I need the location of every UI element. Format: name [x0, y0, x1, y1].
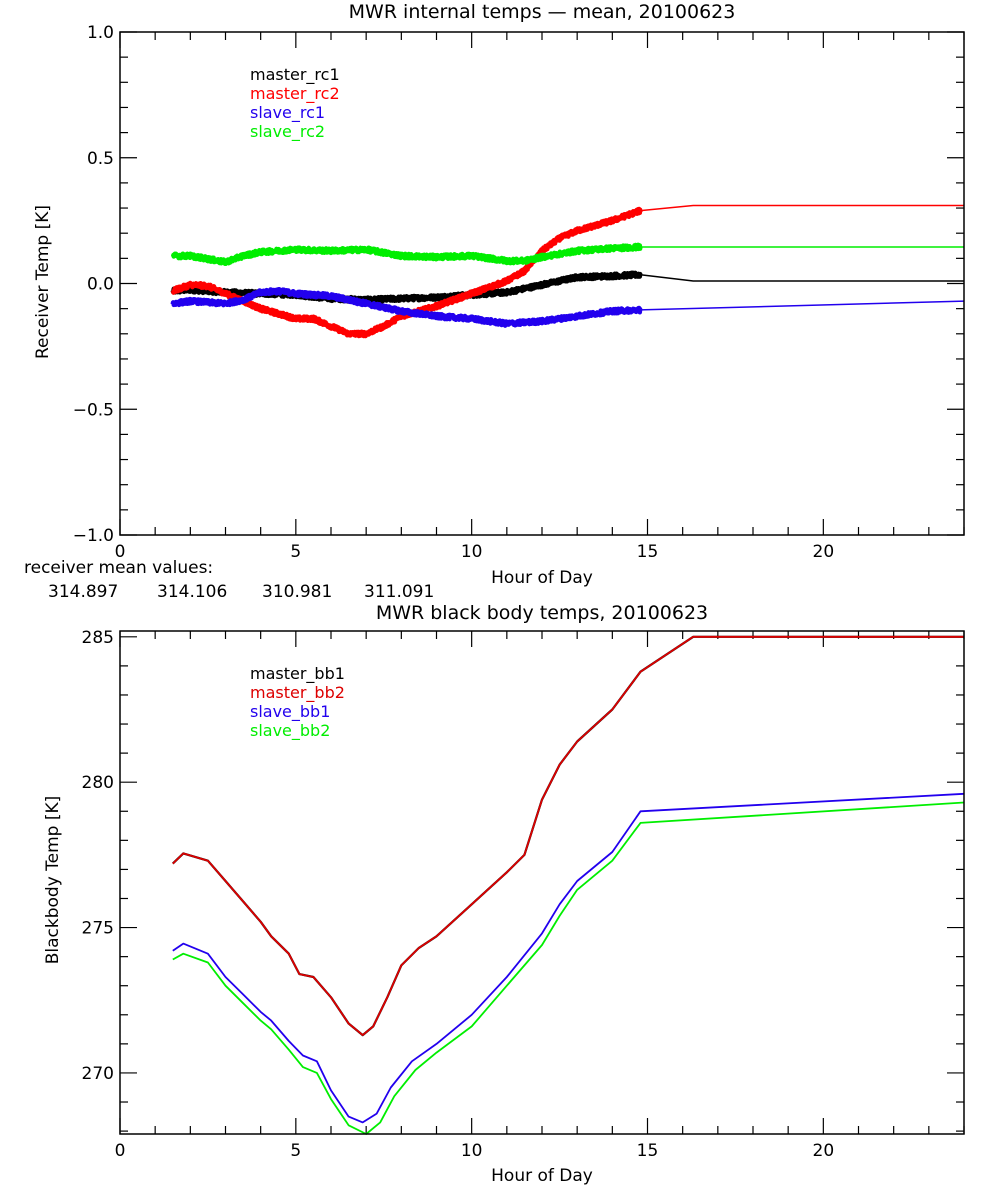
mean-value: 314.897 — [48, 582, 118, 602]
blackbody-temps-chart: MWR black body temps, 20100623 0 5 10 15 20 … — [43, 602, 965, 1186]
x-tick-label: 5 — [290, 1141, 301, 1161]
y-tick-label: −0.5 — [73, 400, 114, 420]
y-tick-label: 0.0 — [87, 275, 114, 295]
x-axis-label: Hour of Day — [491, 568, 593, 588]
x-tick-label: 10 — [461, 1141, 483, 1161]
legend-entry-slave_bb1: slave_bb1 — [250, 702, 330, 722]
y-axis-label: Receiver Temp [K] — [33, 205, 53, 359]
legend-entry-slave_rc1: slave_rc1 — [250, 103, 325, 123]
y-tick-label: 270 — [82, 1064, 114, 1084]
y-tick-labels: −1.0 −0.5 0.0 0.5 1.0 — [73, 23, 114, 546]
series-line-slave_bb1 — [172, 792, 965, 1124]
x-tick-labels: 0 5 10 15 20 — [115, 1141, 835, 1161]
x-tick-label: 15 — [637, 542, 659, 562]
y-tick-labels: 270 275 280 285 — [82, 628, 114, 1084]
legend-entry-slave_rc2: slave_rc2 — [250, 122, 325, 142]
x-tick-label: 5 — [290, 542, 301, 562]
x-tick-labels: 0 5 10 15 20 — [115, 542, 835, 562]
y-axis-label: Blackbody Temp [K] — [43, 796, 63, 965]
legend-entry-master_bb2: master_bb2 — [250, 683, 345, 703]
y-tick-label: 280 — [82, 773, 114, 793]
series-extension-master_rc1 — [640, 273, 964, 282]
mean-value: 310.981 — [262, 582, 332, 602]
x-tick-label: 20 — [813, 1141, 835, 1161]
x-tick-label: 10 — [461, 542, 483, 562]
x-tick-label: 20 — [813, 542, 835, 562]
legend-entry-master_rc2: master_rc2 — [250, 84, 340, 104]
y-tick-label: −1.0 — [73, 526, 114, 546]
y-tick-label: 285 — [82, 628, 114, 648]
chart-title: MWR black body temps, 20100623 — [376, 602, 708, 624]
receiver-temps-chart: MWR internal temps — mean, 20100623 0 5 10… — [24, 1, 965, 602]
mean-values-label: receiver mean values: — [24, 558, 213, 578]
series-line-master_rc2 — [170, 206, 643, 339]
legend-entry-master_bb1: master_bb1 — [250, 664, 345, 684]
mean-value: 314.106 — [157, 582, 227, 602]
series-extension-master_rc2 — [640, 204, 964, 212]
axis-ticks — [119, 631, 965, 1134]
mean-value: 311.091 — [364, 582, 434, 602]
series-line-slave_bb2 — [172, 801, 965, 1135]
y-tick-label: 1.0 — [87, 23, 114, 43]
chart-title: MWR internal temps — mean, 20100623 — [349, 1, 736, 23]
series-group — [170, 204, 965, 339]
x-axis-label: Hour of Day — [491, 1166, 593, 1186]
legend-entry-master_rc1: master_rc1 — [250, 65, 340, 85]
series-extension-slave_rc1 — [640, 300, 965, 311]
mean-values: 314.897 314.106 310.981 311.091 — [48, 582, 434, 602]
series-group — [172, 635, 965, 1135]
axis-ticks — [119, 31, 965, 536]
series-line-slave_rc1 — [170, 286, 643, 328]
plot-frame — [119, 630, 965, 1135]
plot-frame — [119, 31, 965, 536]
y-tick-label: 275 — [82, 919, 114, 939]
legend-entry-slave_bb2: slave_bb2 — [250, 721, 330, 741]
y-tick-label: 0.5 — [87, 149, 114, 169]
x-tick-label: 0 — [115, 542, 126, 562]
series-line-master_bb2 — [172, 635, 964, 1036]
x-tick-label: 15 — [637, 1141, 659, 1161]
series-line-slave_rc2 — [170, 242, 643, 267]
x-tick-label: 0 — [115, 1141, 126, 1161]
